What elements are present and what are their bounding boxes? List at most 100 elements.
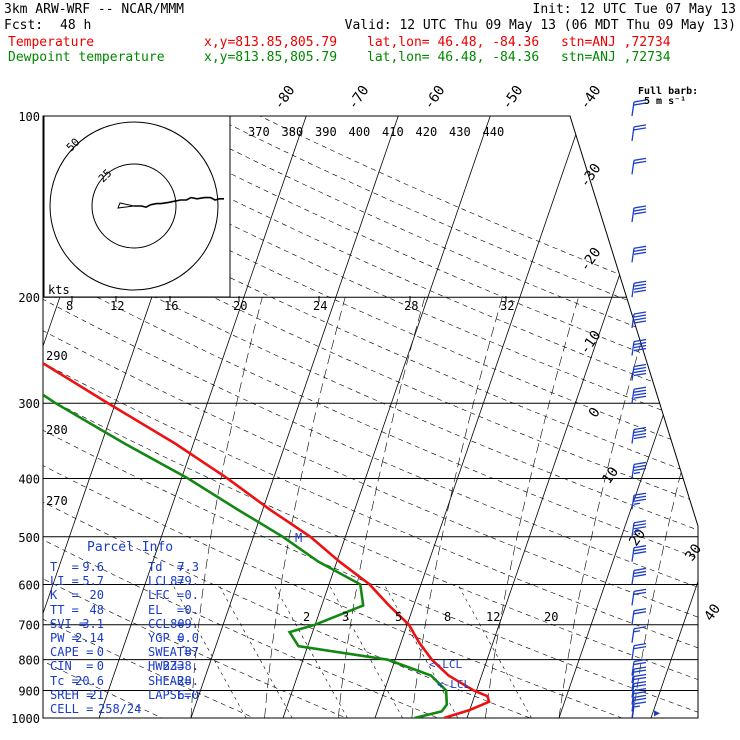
parcel-info-cell: 7.3 (177, 560, 199, 574)
parcel-info-cell: 5.7 (82, 574, 104, 589)
hodograph-ring-50 (49, 121, 219, 291)
dewpoint-profile (43, 116, 449, 718)
mixing-ratio-line (383, 584, 459, 718)
isotherm-label: -10 (577, 328, 605, 358)
parcel-info-cell: 0. (184, 602, 199, 617)
location-station-temp: stn=ANJ ,72734 (561, 35, 671, 50)
isotherm-label: 0 (586, 405, 604, 421)
parcel-info-cell: Td = (148, 560, 185, 574)
hodograph-axis-label: 24 (313, 299, 327, 313)
wind-barb (631, 124, 647, 142)
location-latlon-temp: lat,lon= 46.48, -84.36 (367, 35, 540, 50)
wind-barb (631, 673, 647, 691)
legend-temperature: Temperature (8, 35, 95, 50)
mixing-ratio-label: 2 (303, 610, 310, 624)
parcel-info-cell: 0. (184, 588, 199, 603)
pressure-tick-label: 200 (18, 291, 40, 305)
isotherm-label: -20 (577, 245, 605, 275)
isotherm-label: 10 (599, 464, 622, 487)
parcel-info-cell: 258/24 (98, 702, 142, 716)
parcel-info-cell: LCL = (148, 574, 185, 589)
theta-label: 420 (416, 125, 438, 139)
isotherm-line (186, 116, 404, 718)
wind-barb (631, 588, 647, 606)
theta-label: 380 (282, 125, 304, 139)
wind-barb (631, 245, 647, 263)
surface-wind-marker: ▶ (654, 708, 660, 719)
parcel-info-cell: SREH = (50, 687, 94, 702)
wind-barb (631, 520, 647, 537)
moist-adiabat (337, 297, 426, 718)
mixing-ratio-label: 3 (342, 610, 349, 624)
hodograph-axis-label: 8 (66, 299, 73, 313)
isotherm-label: -30 (577, 161, 605, 191)
isotherm-line (462, 116, 680, 718)
wind-barb (631, 666, 647, 684)
moist-adiabat (706, 297, 740, 718)
theta-label: 370 (248, 125, 270, 139)
parcel-info-cell: CELL = (50, 702, 94, 716)
mixing-ratio-line (328, 584, 403, 718)
isotherm-line (554, 116, 698, 718)
init-time: Init: 12 UTC Tue 07 May 13 (532, 2, 737, 17)
location-xy-temp: x,y=813.85,805.79 (204, 35, 338, 50)
parcel-info-cell: CIN = (50, 659, 94, 674)
wind-barb (631, 680, 647, 698)
parcel-info-cell: 20 (89, 588, 104, 603)
moist-adiabat (411, 297, 503, 718)
parcel-info-cell: 21 (89, 687, 104, 702)
pressure-tick-label: 800 (18, 654, 40, 668)
wind-barb (631, 99, 647, 117)
parcel-info-cell: 48 (89, 602, 104, 617)
wind-barb (631, 608, 647, 625)
isotherm-label: 20 (626, 526, 649, 549)
isotherm-line (278, 116, 496, 718)
dry-adiabat (43, 116, 698, 718)
isotherm-label: -80 (271, 83, 299, 113)
dry-adiabat (43, 116, 564, 718)
location-station-dew: stn=ANJ ,72734 (561, 50, 671, 65)
parcel-info-cell: HWBZ= (148, 659, 185, 674)
parcel-info-cell: 2338. (162, 659, 199, 674)
dry-adiabat (43, 116, 698, 718)
dry-adiabat (43, 116, 698, 718)
hodograph-ring-25 (91, 163, 177, 249)
dry-adiabat (69, 116, 698, 718)
wind-barb (631, 426, 647, 444)
hodograph-axis-label: 12 (110, 299, 124, 313)
location-latlon-dew: lat,lon= 46.48, -84.36 (367, 50, 540, 65)
pressure-tick-label: 900 (18, 684, 40, 698)
wind-barb (631, 492, 647, 510)
parcel-info-cell: SVI = (50, 616, 87, 631)
parcel-info-cell: EL = (148, 602, 185, 617)
mixing-marker: M (295, 531, 302, 545)
moist-adiabat (190, 297, 263, 718)
hodograph-unit-label: kts (48, 283, 70, 297)
hodograph-axis-label: 20 (233, 299, 247, 313)
parcel-info-cell: SHEAR= (148, 673, 192, 688)
isotherm-label: 40 (701, 601, 724, 624)
wind-barb (631, 643, 647, 660)
mixing-ratio-line (273, 584, 348, 718)
hodograph-axis-label: 16 (164, 299, 178, 313)
mixing-ratio-label: 12 (486, 610, 500, 624)
parcel-info-cell: 3.1 (82, 616, 104, 631)
wind-legend-line1: Full barb: (638, 86, 698, 97)
parcel-info-cell: LI = (50, 574, 79, 589)
storm-motion-arrow (117, 202, 135, 209)
wind-barb (631, 545, 647, 562)
theta-label: 410 (382, 125, 404, 139)
isotherm-label: -50 (499, 83, 527, 113)
isotherm-label: 30 (682, 541, 705, 564)
dry-adiabat (43, 116, 698, 718)
parcel-info-cell: TT = (50, 602, 79, 617)
mixing-ratio-line (457, 584, 532, 718)
wind-barb (631, 338, 647, 356)
parcel-info-cell: 28. (177, 673, 199, 688)
parcel-info-cell: T = (50, 560, 79, 574)
wind-barb (631, 205, 647, 223)
parcel-info-cell: Tc = (50, 673, 79, 688)
wind-barb (631, 658, 647, 676)
wind-barb (631, 694, 647, 712)
